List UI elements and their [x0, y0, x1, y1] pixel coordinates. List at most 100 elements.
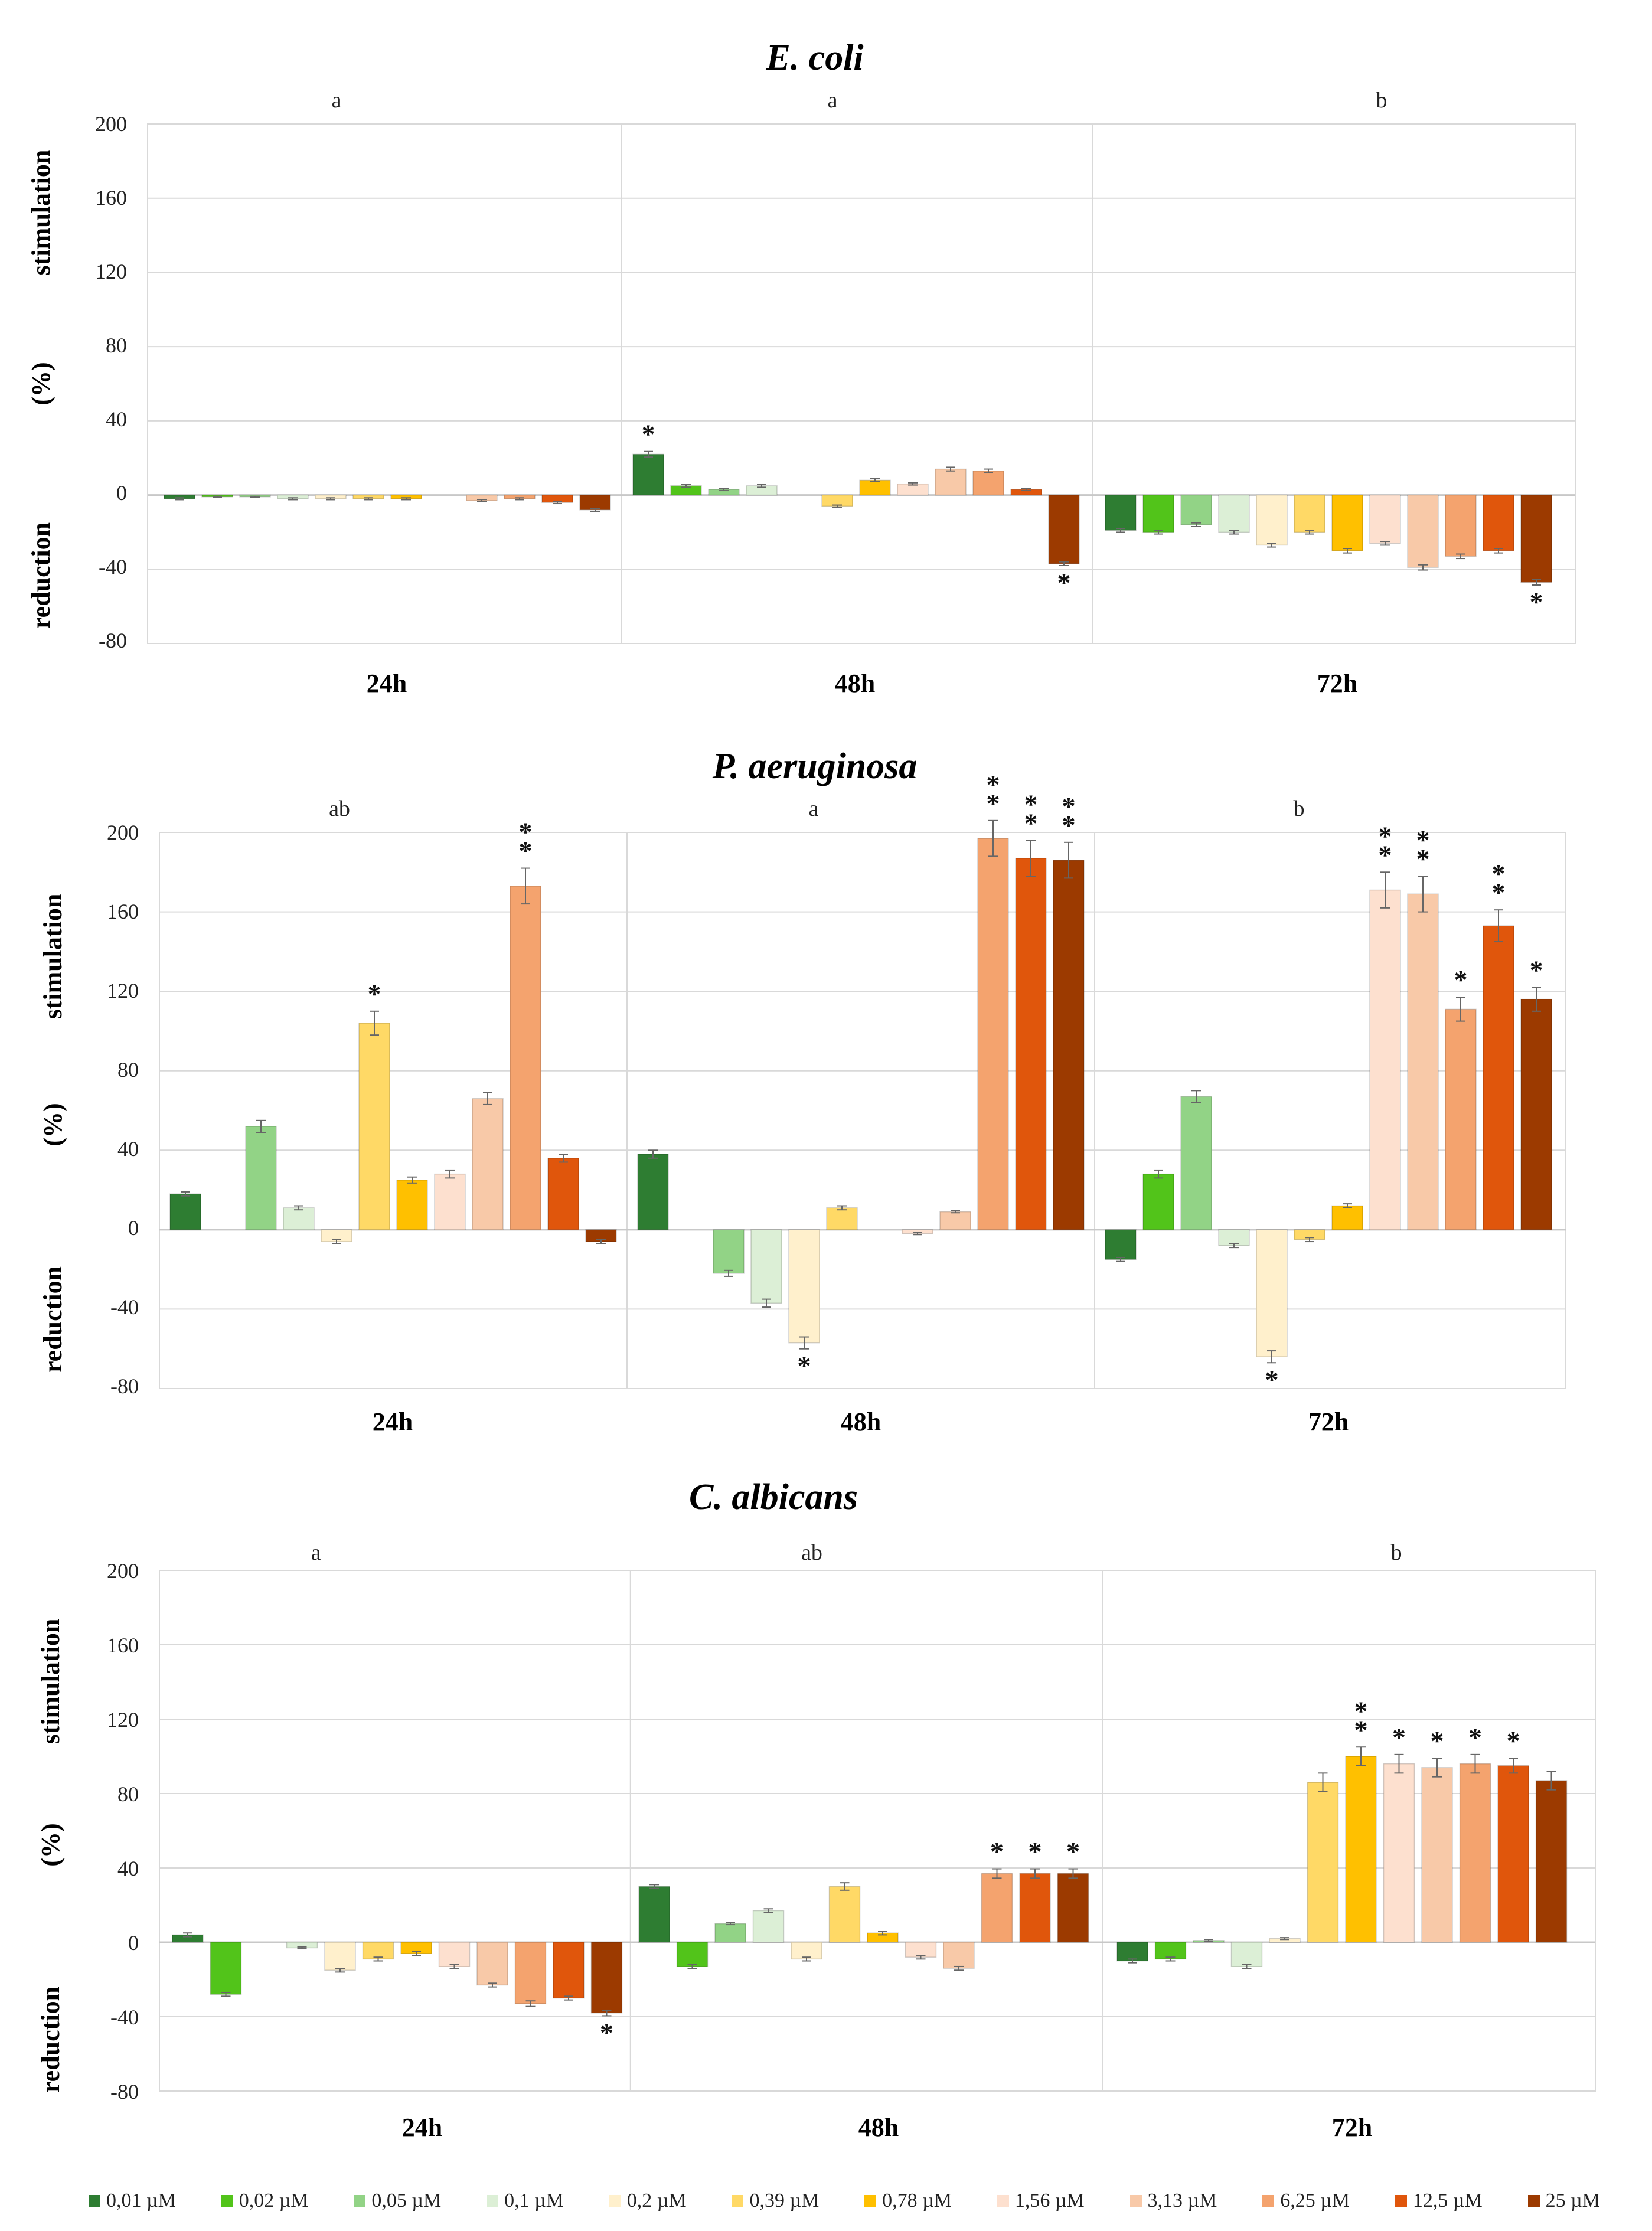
- legend-label: 1,56 µM: [1014, 2190, 1085, 2212]
- bar: [1520, 998, 1552, 1230]
- legend-item: 0,01 µM: [89, 2190, 176, 2212]
- bar: [590, 1942, 623, 2014]
- bar: [1331, 494, 1363, 551]
- group-letter: a: [332, 88, 342, 113]
- significance-mark: *: [1392, 1722, 1406, 1752]
- x-category-label: 48h: [841, 1407, 881, 1436]
- bar: [1256, 494, 1288, 546]
- legend-swatch: [1395, 2195, 1407, 2207]
- y-label-stimulation: stimulation: [38, 894, 67, 1020]
- bar: [713, 1229, 745, 1274]
- bar: [1421, 1767, 1453, 1943]
- significance-mark: *: [1029, 1837, 1042, 1867]
- y-tick-label: -80: [110, 2080, 139, 2103]
- legend-swatch: [89, 2195, 100, 2207]
- bar: [1369, 494, 1401, 544]
- x-category-labels: 24h 48h 72h: [373, 1407, 1349, 1436]
- y-tick-labels: 200 160 120 80 40 0 -40 -80: [107, 1559, 139, 2103]
- y-tick-label: 80: [106, 334, 127, 357]
- legend-swatch: [609, 2195, 621, 2207]
- legend-label: 0,1 µM: [504, 2190, 564, 2212]
- bar: [1180, 1096, 1212, 1230]
- bar: [1369, 889, 1401, 1230]
- significance-mark: *: [1062, 810, 1076, 840]
- significance-mark: *: [1024, 789, 1038, 819]
- legend-item: 25 µM: [1527, 2190, 1600, 2212]
- y-tick-label: 40: [117, 1857, 139, 1880]
- bar: [981, 1873, 1013, 1943]
- bar: [510, 886, 541, 1230]
- legend-item: 0,02 µM: [221, 2190, 309, 2212]
- bar: [514, 1942, 547, 2004]
- legend-item: 0,05 µM: [354, 2190, 441, 2212]
- bar: [791, 1942, 822, 1960]
- bar: [283, 1207, 315, 1230]
- legend-item: 0,39 µM: [732, 2190, 819, 2212]
- legend-label: 25 µM: [1545, 2190, 1600, 2212]
- bar: [1048, 494, 1080, 564]
- y-tick-label: 40: [117, 1137, 139, 1161]
- bar: [714, 1923, 746, 1943]
- y-label-reduction: reduction: [27, 522, 55, 629]
- bar: [1154, 1942, 1187, 1960]
- bar: [828, 1886, 861, 1943]
- bar: [637, 1154, 669, 1230]
- significance-mark: *: [1024, 808, 1038, 838]
- bar: [1019, 1873, 1051, 1943]
- y-tick-label: 120: [95, 260, 127, 283]
- x-category-label: 24h: [402, 2113, 442, 2142]
- bar: [1105, 494, 1137, 531]
- group-letter: a: [809, 796, 819, 821]
- significance-mark: *: [642, 419, 655, 449]
- bar: [943, 1942, 975, 1969]
- legend-label: 12,5 µM: [1412, 2190, 1483, 2212]
- y-tick-label: 200: [107, 1559, 139, 1583]
- legend-label: 6,25 µM: [1280, 2190, 1350, 2212]
- bar: [1142, 494, 1174, 533]
- group-letter: b: [1294, 796, 1305, 821]
- y-axis-labels: stimulation (%) reduction: [27, 150, 55, 629]
- chart-panel-ecoli: E. coli stimulation (%) reduction 200 16…: [27, 38, 1576, 698]
- y-tick-label: 40: [106, 407, 127, 431]
- legend-swatch: [732, 2195, 744, 2207]
- plot-area: ** * *** * * * *: [159, 1570, 1596, 2092]
- y-tick-label: 200: [95, 112, 127, 136]
- y-tick-label: -40: [99, 555, 127, 579]
- legend-label: 0,02 µM: [239, 2190, 309, 2212]
- y-tick-label: 80: [117, 1782, 139, 1806]
- group-letter: b: [1391, 1540, 1402, 1565]
- plot-area: * * *: [147, 123, 1576, 644]
- plot-frame: [147, 123, 1576, 644]
- significance-mark: *: [1416, 844, 1430, 874]
- bar: [1483, 925, 1514, 1230]
- bar: [1230, 1942, 1263, 1967]
- bar: [632, 453, 664, 496]
- y-tick-label: -40: [110, 2005, 139, 2029]
- plot-frame: [159, 1570, 1596, 2092]
- chart-title: C. albicans: [689, 1477, 858, 1517]
- y-tick-label: 0: [128, 1931, 139, 1955]
- significance-mark: *: [1062, 791, 1076, 821]
- group-letter: ab: [329, 796, 350, 821]
- y-tick-label: -80: [110, 1374, 139, 1398]
- legend-item: 12,5 µM: [1395, 2190, 1483, 2212]
- bar: [1383, 1763, 1415, 1943]
- significance-mark: *: [1492, 877, 1506, 907]
- legend-swatch: [1527, 2195, 1540, 2207]
- bar: [169, 1193, 201, 1230]
- legend-item: 0,78 µM: [864, 2190, 952, 2212]
- legend-swatch: [864, 2195, 877, 2207]
- x-category-label: 72h: [1317, 669, 1357, 698]
- bar: [1053, 860, 1085, 1230]
- significance-mark: *: [1454, 965, 1468, 995]
- y-label-percent: (%): [36, 1823, 65, 1866]
- significance-mark: *: [1066, 1837, 1080, 1867]
- bar: [1445, 494, 1477, 557]
- y-tick-labels: 200 160 120 80 40 0 -40 -80: [107, 821, 139, 1398]
- significance-mark: *: [600, 2017, 613, 2047]
- significance-mark: *: [1379, 821, 1392, 851]
- legend-swatch: [1129, 2195, 1142, 2207]
- y-label-percent: (%): [38, 1103, 67, 1146]
- bar: [1116, 1942, 1148, 1962]
- legend-label: 0,2 µM: [626, 2190, 687, 2212]
